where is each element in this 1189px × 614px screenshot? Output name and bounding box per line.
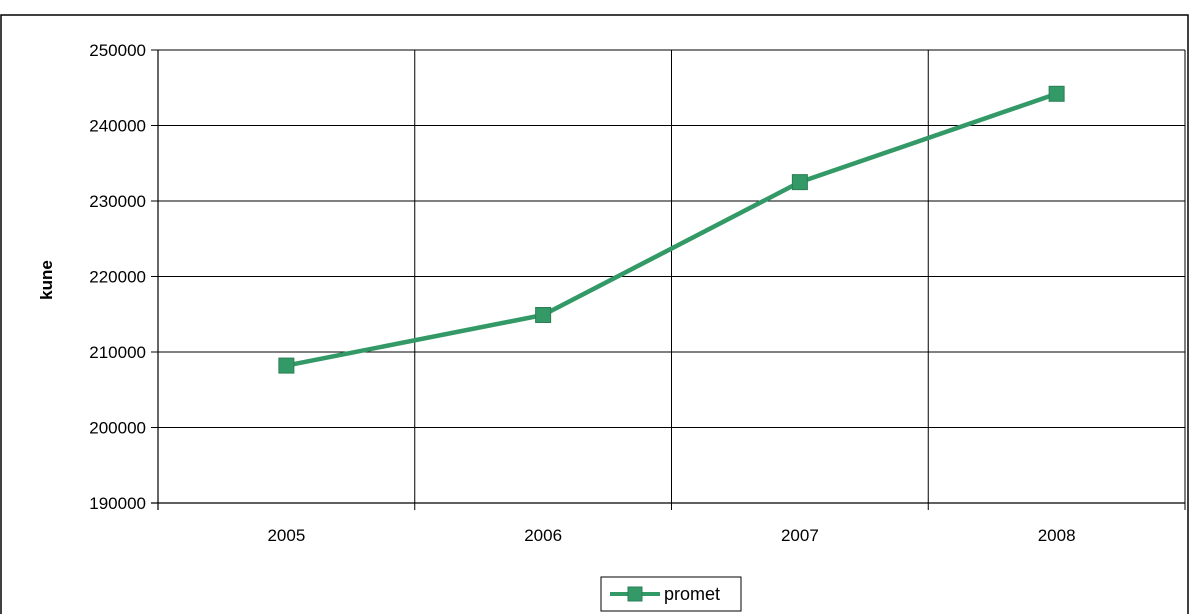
y-tick-label: 250000 — [89, 41, 146, 60]
x-tick-label: 2007 — [781, 526, 819, 545]
chart-frame — [0, 14, 1189, 614]
grid-lines — [158, 49, 1186, 503]
y-tick-label: 240000 — [89, 117, 146, 136]
series-lines — [278, 85, 1065, 374]
data-point-2005 — [278, 357, 295, 374]
y-tick-label: 190000 — [89, 494, 146, 513]
data-point-2006 — [535, 307, 552, 324]
axes — [151, 49, 1186, 510]
x-tick-label: 2006 — [524, 526, 562, 545]
y-tick-label: 200000 — [89, 419, 146, 438]
series-line-promet — [285, 91, 1058, 368]
y-tick-label: 230000 — [89, 192, 146, 211]
x-tick-label: 2008 — [1038, 526, 1076, 545]
data-point-2008 — [1048, 85, 1065, 102]
y-tick-label: 220000 — [89, 268, 146, 287]
data-point-2007 — [791, 174, 808, 191]
x-tick-label: 2005 — [267, 526, 305, 545]
legend-label-promet: promet — [664, 584, 720, 604]
tick-labels: 190000 200000 210000 220000 230000 240000 2500… — [89, 41, 1075, 545]
y-tick-label: 210000 — [89, 343, 146, 362]
legend-marker-promet — [627, 586, 643, 602]
legend: promet — [600, 576, 742, 612]
y-axis-title: kune — [37, 260, 56, 300]
